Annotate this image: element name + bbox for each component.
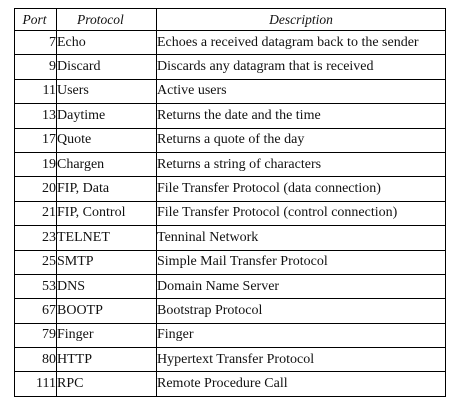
table-row: 9 Discard Discards any datagram that is re… (14, 54, 446, 80)
port-cell: 17 (14, 127, 57, 153)
header-row: Port Protocol Description (14, 8, 446, 31)
table-header: Port Protocol Description (14, 8, 446, 31)
port-cell: 21 (14, 200, 57, 227)
protocol-cell: SMTP (56, 249, 157, 275)
port-cell: 13 (14, 103, 57, 129)
table-row: 21 FIP, Control File Transfer Protocol (co… (14, 200, 446, 227)
description-cell: Finger (156, 322, 446, 349)
description-cell: Returns the date and the time (156, 103, 446, 129)
description-cell: Active users (156, 78, 446, 105)
table-row: 67 BOOTP Bootstrap Protocol (14, 298, 446, 324)
table-body: 7 Echo Echoes a received datagram back to … (14, 29, 446, 397)
table-row: 13 Daytime Returns the date and the time (14, 103, 446, 129)
protocol-cell: Echo (56, 29, 157, 56)
table-row: 20 FIP, Data File Transfer Protocol (data … (14, 176, 446, 202)
description-cell: File Transfer Protocol (data connection) (156, 176, 446, 202)
header-port: Port (14, 8, 57, 31)
protocol-cell: RPC (56, 371, 157, 397)
protocol-cell: DNS (56, 273, 157, 300)
description-cell: Discards any datagram that is received (156, 54, 446, 80)
table-row: 11 Users Active users (14, 78, 446, 105)
port-cell: 11 (14, 78, 57, 105)
port-cell: 20 (14, 176, 57, 202)
protocol-cell: Finger (56, 322, 157, 349)
table-row: 111 RPC Remote Procedure Call (14, 371, 446, 397)
ports-table: Port Protocol Description 7 Echo Echoes a … (14, 8, 446, 397)
port-cell: 25 (14, 249, 57, 275)
description-cell: Echoes a received datagram back to the s… (156, 29, 446, 56)
port-cell: 80 (14, 347, 57, 373)
table-row: 25 SMTP Simple Mail Transfer Protocol (14, 249, 446, 275)
table-row: 80 HTTP Hypertext Transfer Protocol (14, 347, 446, 373)
port-cell: 53 (14, 273, 57, 300)
protocol-cell: FIP, Data (56, 176, 157, 202)
protocol-cell: TELNET (56, 225, 157, 251)
header-description: Description (156, 8, 446, 31)
description-cell: Returns a quote of the day (156, 127, 446, 153)
port-cell: 23 (14, 225, 57, 251)
description-cell: Hypertext Transfer Protocol (156, 347, 446, 373)
port-cell: 111 (14, 371, 57, 397)
port-cell: 7 (14, 29, 57, 56)
description-cell: File Transfer Protocol (control connecti… (156, 200, 446, 227)
protocol-cell: Chargen (56, 151, 157, 178)
description-cell: Tenninal Network (156, 225, 446, 251)
header-protocol: Protocol (56, 8, 157, 31)
protocol-cell: Users (56, 78, 157, 105)
protocol-cell: BOOTP (56, 298, 157, 324)
table-row: 7 Echo Echoes a received datagram back to … (14, 29, 446, 56)
port-cell: 67 (14, 298, 57, 324)
protocol-cell: HTTP (56, 347, 157, 373)
table-row: 17 Quote Returns a quote of the day (14, 127, 446, 153)
protocol-cell: Daytime (56, 103, 157, 129)
port-cell: 19 (14, 151, 57, 178)
protocol-cell: FIP, Control (56, 200, 157, 227)
port-cell: 9 (14, 54, 57, 80)
description-cell: Domain Name Server (156, 273, 446, 300)
description-cell: Bootstrap Protocol (156, 298, 446, 324)
table-row: 23 TELNET Tenninal Network (14, 225, 446, 251)
protocol-cell: Quote (56, 127, 157, 153)
table-row: 79 Finger Finger (14, 322, 446, 349)
description-cell: Returns a string of characters (156, 151, 446, 178)
table-row: 19 Chargen Returns a string of characters (14, 151, 446, 178)
description-cell: Remote Procedure Call (156, 371, 446, 397)
protocol-cell: Discard (56, 54, 157, 80)
description-cell: Simple Mail Transfer Protocol (156, 249, 446, 275)
port-cell: 79 (14, 322, 57, 349)
table-row: 53 DNS Domain Name Server (14, 273, 446, 300)
